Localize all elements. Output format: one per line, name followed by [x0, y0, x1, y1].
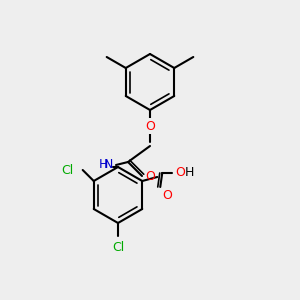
Text: N: N [103, 158, 113, 172]
Text: H: H [185, 167, 195, 179]
Text: H: H [99, 158, 108, 172]
Text: Cl: Cl [61, 164, 74, 176]
Text: O: O [175, 167, 185, 179]
Text: Cl: Cl [112, 241, 124, 254]
Text: O: O [162, 189, 172, 202]
Text: O: O [145, 169, 155, 182]
Text: O: O [145, 119, 155, 133]
